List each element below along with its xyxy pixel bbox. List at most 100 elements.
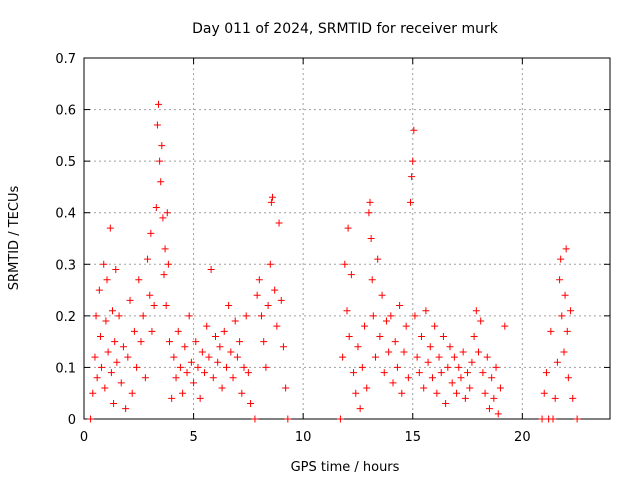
data-point bbox=[563, 327, 571, 335]
y-tick-label: 0.7 bbox=[55, 52, 76, 67]
data-point bbox=[464, 369, 472, 377]
data-point bbox=[385, 348, 393, 356]
data-point bbox=[391, 338, 399, 346]
data-point bbox=[431, 322, 439, 330]
data-point bbox=[336, 415, 344, 423]
data-point bbox=[160, 271, 168, 279]
data-point bbox=[573, 415, 581, 423]
data-point bbox=[238, 389, 246, 397]
data-point bbox=[551, 394, 559, 402]
y-tick-label: 0 bbox=[68, 413, 76, 428]
data-point bbox=[174, 327, 182, 335]
data-point bbox=[368, 276, 376, 284]
data-point bbox=[455, 363, 463, 371]
data-point bbox=[361, 322, 369, 330]
data-point bbox=[398, 389, 406, 397]
data-point bbox=[562, 245, 570, 253]
data-point bbox=[92, 312, 100, 320]
data-point bbox=[450, 353, 458, 361]
data-point bbox=[354, 343, 362, 351]
plot-border bbox=[83, 57, 611, 420]
data-point bbox=[218, 384, 226, 392]
data-point bbox=[358, 363, 366, 371]
data-point bbox=[501, 322, 509, 330]
data-point bbox=[87, 415, 95, 423]
data-point bbox=[104, 348, 112, 356]
data-point bbox=[266, 260, 274, 268]
data-point bbox=[165, 338, 173, 346]
chart-title: Day 011 of 2024, SRMTID for receiver mur… bbox=[192, 21, 499, 37]
data-point bbox=[203, 322, 211, 330]
data-point bbox=[343, 307, 351, 315]
data-point bbox=[437, 369, 445, 377]
data-point bbox=[347, 271, 355, 279]
data-point bbox=[205, 353, 213, 361]
data-point bbox=[112, 265, 120, 273]
data-point bbox=[433, 389, 441, 397]
data-point bbox=[222, 363, 230, 371]
data-point bbox=[110, 400, 118, 408]
data-point bbox=[424, 358, 432, 366]
data-point bbox=[402, 322, 410, 330]
data-point bbox=[387, 312, 395, 320]
data-point bbox=[371, 353, 379, 361]
y-tick-label: 0.5 bbox=[55, 155, 76, 170]
data-point bbox=[209, 374, 217, 382]
data-point bbox=[117, 379, 125, 387]
x-tick-label: 10 bbox=[295, 430, 312, 445]
data-point bbox=[494, 410, 502, 418]
data-point bbox=[113, 358, 121, 366]
data-point bbox=[557, 255, 565, 263]
data-point bbox=[164, 260, 172, 268]
data-point bbox=[540, 389, 548, 397]
data-point bbox=[172, 374, 180, 382]
data-point bbox=[225, 302, 233, 310]
data-point bbox=[382, 317, 390, 325]
data-point bbox=[148, 327, 156, 335]
data-point bbox=[350, 369, 358, 377]
data-point bbox=[147, 229, 155, 237]
data-point bbox=[119, 343, 127, 351]
data-point bbox=[404, 374, 412, 382]
data-point bbox=[196, 394, 204, 402]
data-point bbox=[181, 343, 189, 351]
data-point bbox=[179, 389, 187, 397]
data-point bbox=[212, 332, 219, 340]
y-axis-label: SRMTID / TECUs bbox=[7, 186, 22, 291]
data-point bbox=[253, 291, 261, 299]
data-point bbox=[194, 363, 202, 371]
data-point bbox=[268, 193, 276, 201]
data-point bbox=[95, 286, 103, 294]
data-point bbox=[442, 400, 450, 408]
data-point bbox=[260, 338, 268, 346]
data-point bbox=[363, 384, 371, 392]
data-point bbox=[106, 224, 114, 232]
data-point bbox=[108, 307, 116, 315]
data-point bbox=[415, 369, 423, 377]
data-point bbox=[176, 363, 184, 371]
data-point bbox=[418, 332, 426, 340]
data-point bbox=[271, 286, 279, 294]
data-point bbox=[556, 276, 564, 284]
data-point bbox=[413, 353, 421, 361]
data-point bbox=[198, 348, 206, 356]
data-point bbox=[137, 338, 145, 346]
x-tick-label: 15 bbox=[404, 430, 421, 445]
data-point bbox=[411, 312, 419, 320]
data-point bbox=[273, 322, 281, 330]
data-point bbox=[481, 389, 489, 397]
data-point bbox=[439, 332, 447, 340]
x-tick-label: 0 bbox=[80, 430, 88, 445]
data-point bbox=[93, 374, 101, 382]
data-point bbox=[341, 260, 349, 268]
data-point bbox=[567, 307, 575, 315]
data-point bbox=[141, 374, 149, 382]
data-point bbox=[233, 353, 241, 361]
data-point bbox=[190, 379, 198, 387]
data-point bbox=[277, 296, 285, 304]
plot-frame bbox=[83, 57, 611, 420]
data-point bbox=[549, 415, 557, 423]
data-point bbox=[201, 369, 209, 377]
